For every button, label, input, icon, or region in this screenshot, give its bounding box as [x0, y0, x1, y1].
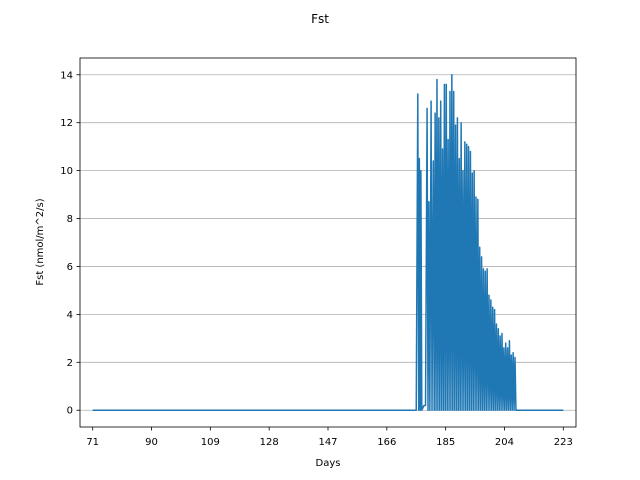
chart-title: Fst: [311, 12, 329, 26]
y-tick-label: 6: [67, 262, 73, 273]
y-tick-label: 4: [67, 310, 73, 321]
y-tick-label: 14: [60, 70, 73, 81]
y-tick-label: 8: [67, 214, 73, 225]
x-tick-label: 128: [260, 437, 279, 448]
y-tick-label: 10: [60, 166, 73, 177]
x-tick-label: 109: [201, 437, 220, 448]
x-axis-label: Days: [316, 458, 341, 469]
plot-area: [92, 74, 564, 411]
y-tick-label: 0: [67, 406, 73, 417]
x-tick-label: 223: [554, 437, 573, 448]
x-tick-label: 147: [318, 437, 337, 448]
x-tick-label: 90: [145, 437, 158, 448]
y-axis-ticks: 0 2 4 6 8 10 12 14: [60, 70, 80, 417]
gridlines: [80, 74, 576, 411]
x-tick-label: 166: [377, 437, 396, 448]
x-tick-label: 71: [86, 437, 99, 448]
x-tick-label: 204: [495, 437, 514, 448]
series-line-0: [92, 74, 564, 411]
y-tick-label: 12: [60, 118, 73, 129]
x-axis-ticks: 71 90 109 128 147 166 185 204 223: [86, 427, 573, 448]
y-axis-label: Fst (nmol/m^2/s): [35, 198, 46, 285]
y-tick-label: 2: [67, 358, 73, 369]
x-tick-label: 185: [436, 437, 455, 448]
